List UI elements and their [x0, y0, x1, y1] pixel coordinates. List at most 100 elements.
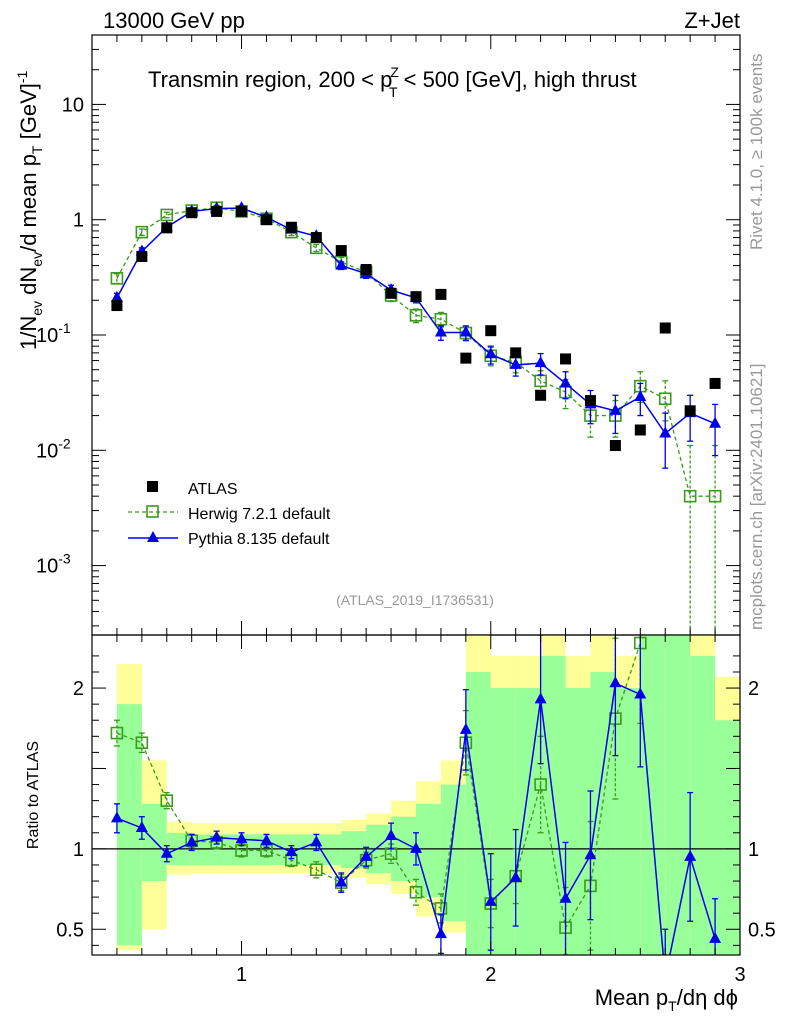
y-tick-label: 1	[73, 210, 84, 232]
data-point	[236, 205, 248, 217]
ratio-y-tick-label: 1	[73, 839, 84, 861]
data-point	[509, 870, 522, 882]
data-point	[235, 832, 248, 844]
x-tick-label: 1	[236, 964, 247, 986]
data-point	[459, 325, 472, 337]
ratio-bands	[116, 635, 740, 955]
data-point	[709, 377, 721, 389]
band-green	[590, 671, 616, 955]
data-point	[285, 221, 297, 233]
y-tick-label: 10-3	[36, 551, 71, 578]
data-point	[135, 736, 149, 750]
watermark: (ATLAS_2019_I1736531)	[336, 592, 494, 608]
band-green	[615, 688, 641, 955]
data-point	[460, 352, 472, 364]
data-point	[584, 395, 596, 407]
legend-label-herwig: Herwig 7.2.1 default	[188, 506, 331, 523]
legend: ATLAS Herwig 7.2.1 default Pythia 8.135 …	[128, 481, 331, 548]
data-point	[260, 833, 273, 845]
data-point	[609, 403, 622, 415]
y-tick-label: 10-2	[36, 435, 71, 462]
data-point	[609, 440, 621, 452]
series-line	[116, 642, 641, 930]
data-point	[434, 902, 448, 915]
data-point	[385, 829, 398, 841]
band-green	[490, 688, 516, 955]
data-point	[110, 726, 124, 740]
legend-marker-pythia	[147, 531, 159, 542]
band-green	[715, 720, 740, 955]
header-left: 13000 GeV pp	[103, 8, 245, 33]
band-green	[565, 688, 591, 955]
data-point	[435, 288, 447, 300]
main-series-layer	[110, 201, 722, 635]
ratio-y-tick-label: 2	[748, 678, 759, 700]
data-point	[434, 927, 447, 939]
y-tick-label: 10-1	[36, 320, 71, 347]
main-axes: 10 1 10-1 10-2 10-3	[36, 34, 741, 636]
data-point	[310, 863, 323, 877]
data-point	[484, 894, 497, 906]
rivet-label: Rivet 4.1.0, ≥ 100k events	[747, 54, 766, 250]
data-point	[409, 885, 423, 899]
data-point	[459, 722, 472, 734]
data-point	[410, 291, 422, 303]
x-tick-label: 3	[734, 964, 745, 986]
band-green	[665, 635, 691, 955]
data-point	[185, 835, 198, 847]
data-point	[210, 830, 223, 842]
ratio-y-tick-label: 0.5	[748, 919, 776, 941]
data-point	[584, 848, 597, 860]
data-point	[186, 207, 198, 219]
data-point	[310, 232, 322, 244]
data-point	[560, 353, 572, 365]
band-green	[141, 803, 167, 882]
data-point	[385, 287, 397, 299]
data-point	[683, 489, 697, 503]
data-point	[111, 300, 123, 312]
data-point	[684, 849, 697, 861]
band-green	[341, 831, 367, 869]
ratio-axes: 1 2 3 2 2 1 1 0.5 0.5	[56, 634, 776, 986]
data-point	[535, 389, 547, 401]
data-point	[409, 309, 423, 322]
data-point	[434, 312, 448, 326]
data-point	[559, 376, 572, 388]
data-point	[659, 426, 672, 438]
data-point	[135, 820, 148, 832]
data-point	[534, 778, 547, 791]
band-green	[690, 655, 716, 955]
data-point	[360, 263, 372, 275]
main-y-label: 1/Nev dNev/d mean pT [GeV]-1	[14, 70, 45, 350]
data-point	[484, 347, 497, 359]
series-line	[116, 207, 716, 497]
data-point	[658, 392, 672, 406]
data-point	[360, 849, 373, 861]
x-axis-label: Mean pT/dη dϕ	[595, 985, 738, 1014]
data-point	[335, 245, 347, 257]
data-point	[485, 325, 497, 337]
data-point	[534, 692, 547, 704]
data-point	[434, 325, 447, 337]
data-point	[260, 214, 272, 226]
data-point	[659, 971, 671, 982]
data-point	[510, 347, 522, 359]
data-point	[559, 891, 572, 903]
ratio-y-label: Ratio to ATLAS	[25, 741, 42, 849]
legend-label-atlas: ATLAS	[188, 481, 238, 498]
data-point	[285, 845, 298, 857]
mcplots-label: mcplots.cern.ch [arXiv:2401.10621]	[747, 364, 766, 630]
data-point	[709, 931, 722, 943]
data-point	[136, 250, 148, 262]
ratio-y-tick-label: 1	[748, 839, 759, 861]
data-point	[534, 356, 547, 368]
data-point	[110, 290, 123, 302]
legend-marker-atlas	[147, 481, 158, 492]
ratio-series-layer	[92, 635, 740, 982]
data-point	[410, 841, 422, 853]
data-point	[161, 222, 173, 234]
y-tick-label: 10	[62, 94, 84, 116]
data-point	[609, 676, 622, 688]
data-point	[335, 258, 348, 270]
